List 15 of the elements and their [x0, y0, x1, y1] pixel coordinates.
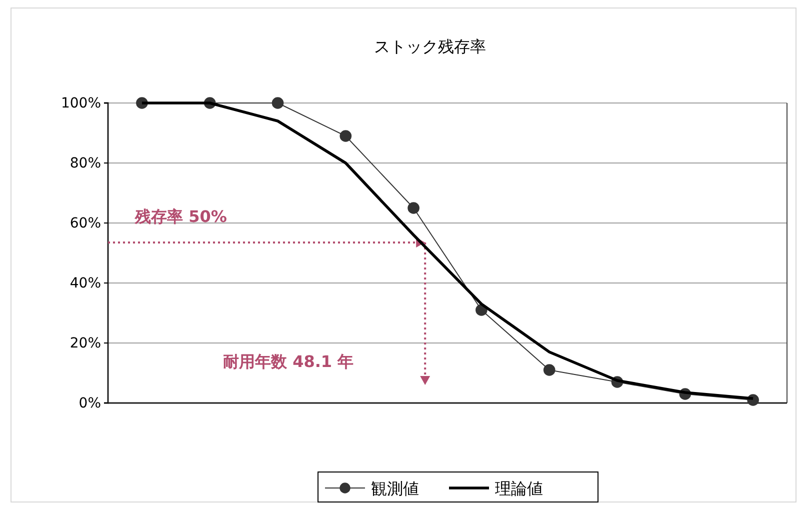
- point: [543, 364, 556, 376]
- y-tick-label: 0%: [78, 395, 101, 412]
- point: [340, 130, 352, 142]
- annotation: 耐用年数 48.1 年: [223, 352, 354, 371]
- chart-title: ストック残存率: [374, 37, 486, 56]
- legend-label: 観測値: [371, 479, 419, 498]
- y-tick-label: 60%: [70, 215, 101, 232]
- y-tick-label: 80%: [70, 155, 101, 172]
- y-tick-label: 20%: [70, 335, 101, 352]
- point: [272, 97, 284, 109]
- y-tick-label: 100%: [60, 95, 101, 112]
- y-tick-label: 40%: [70, 275, 101, 292]
- point: [408, 202, 420, 214]
- annotation: 残存率 50%: [134, 207, 227, 226]
- legend-label: 理論値: [495, 479, 543, 498]
